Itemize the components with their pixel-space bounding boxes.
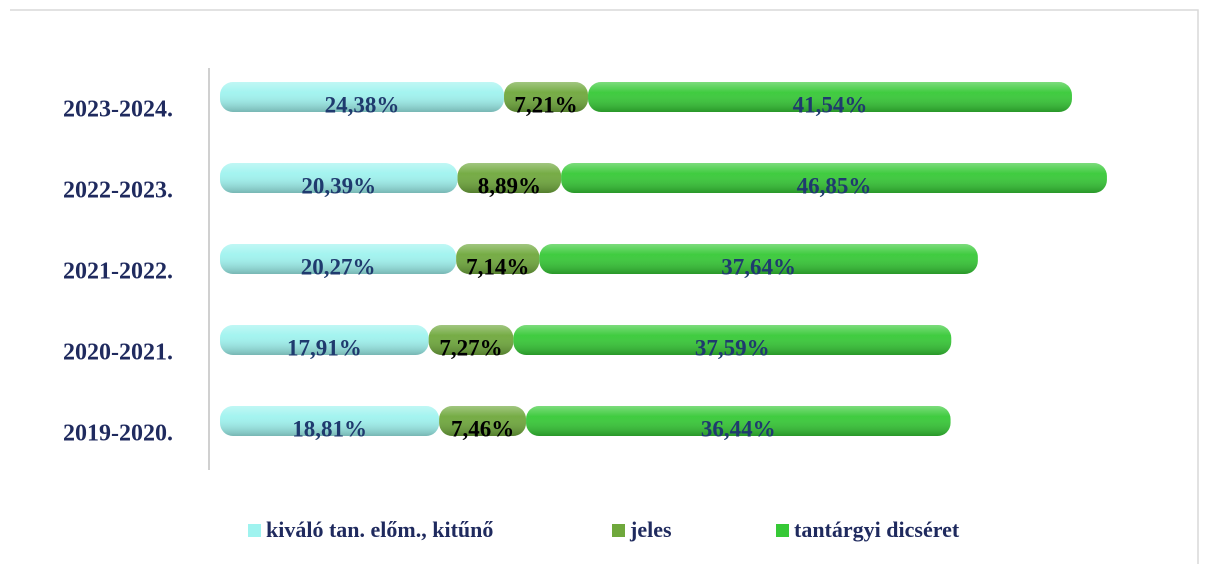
legend-swatch (612, 524, 625, 537)
frame (10, 9, 1199, 564)
value-label: 37,59% (695, 335, 770, 360)
value-label: 7,46% (451, 416, 514, 441)
bar-shine (588, 82, 1072, 112)
bar-shine (526, 406, 951, 436)
bar-shine (439, 406, 527, 436)
category-label: 2020-2021. (63, 340, 173, 366)
category-label: 2021-2022. (63, 259, 173, 285)
value-label: 20,27% (301, 254, 376, 279)
bar-shine (428, 325, 514, 355)
value-label: 20,39% (301, 173, 376, 198)
value-label: 7,21% (514, 92, 577, 117)
legend-swatch (776, 524, 789, 537)
value-label: 36,44% (701, 416, 776, 441)
legend-label: tantárgyi dicséret (794, 517, 960, 542)
bar-shine (220, 325, 429, 355)
value-label: 41,54% (793, 92, 868, 117)
bar-shine (539, 244, 978, 274)
bar-shine (220, 163, 458, 193)
bar-shine (561, 163, 1107, 193)
category-label: 2023-2024. (63, 97, 173, 123)
bar-shine (457, 163, 562, 193)
bar-shine (220, 82, 505, 112)
bar-shine (504, 82, 589, 112)
legend-swatch (248, 524, 261, 537)
bar-shine (220, 406, 440, 436)
value-label: 7,27% (439, 335, 502, 360)
legend-label: kiváló tan. előm., kitűnő (266, 517, 493, 542)
category-label: 2019-2020. (63, 421, 173, 447)
value-label: 8,89% (478, 173, 541, 198)
value-label: 7,14% (466, 254, 529, 279)
bar-shine (513, 325, 952, 355)
bar-shine (220, 244, 457, 274)
category-label: 2022-2023. (63, 178, 173, 204)
value-label: 18,81% (292, 416, 367, 441)
value-label: 24,38% (325, 92, 400, 117)
legend-label: jeles (629, 517, 672, 542)
value-label: 46,85% (797, 173, 872, 198)
value-label: 17,91% (287, 335, 362, 360)
value-label: 37,64% (721, 254, 796, 279)
bar-shine (456, 244, 540, 274)
